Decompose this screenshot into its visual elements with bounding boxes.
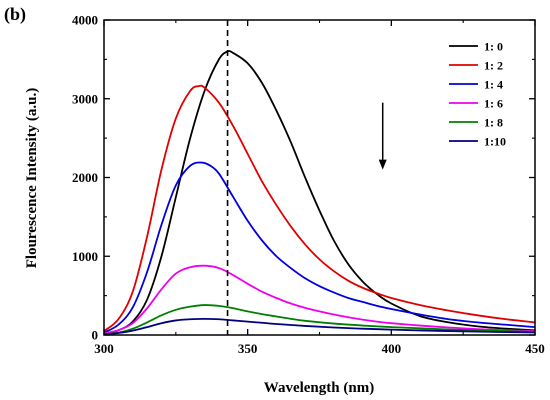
- x-tick-label: 300: [94, 341, 114, 356]
- y-tick-label: 3000: [72, 91, 98, 106]
- x-axis-title: Wavelength (nm): [264, 380, 374, 396]
- panel-label: (b): [4, 4, 26, 25]
- legend-label-5: 1: 8: [484, 116, 503, 130]
- legend-label-6: 1:10: [484, 135, 506, 149]
- axes: 300 350 400 450 0 1000 2000 3000 4000: [72, 13, 545, 357]
- series-line-5: [104, 304, 535, 335]
- legend-label-2: 1: 2: [484, 59, 503, 73]
- series-line-1: [104, 50, 535, 335]
- plot-area: [104, 20, 535, 335]
- x-tick-label: 400: [382, 341, 402, 356]
- legend-label-1: 1: 0: [484, 40, 503, 54]
- series-line-3: [104, 161, 535, 334]
- y-tick-label: 0: [92, 328, 99, 343]
- legend-label-4: 1: 6: [484, 97, 503, 111]
- plot-frame: [103, 19, 536, 336]
- x-tick-label: 350: [238, 341, 258, 356]
- y-tick-label: 2000: [72, 170, 98, 185]
- arrow-down-icon: [378, 159, 387, 170]
- series-line-2: [104, 84, 535, 332]
- y-tick-label: 1000: [72, 249, 98, 264]
- legend: 1: 0 1: 2 1: 4 1: 6 1: 8 1:10: [449, 40, 506, 149]
- series-line-6: [104, 317, 535, 335]
- y-tick-label: 4000: [72, 13, 98, 28]
- y-axis-title: Flourescence Intensity (a.u.): [24, 88, 40, 269]
- legend-label-3: 1: 4: [484, 78, 503, 92]
- series-line-4: [104, 264, 535, 335]
- x-tick-label: 450: [525, 341, 545, 356]
